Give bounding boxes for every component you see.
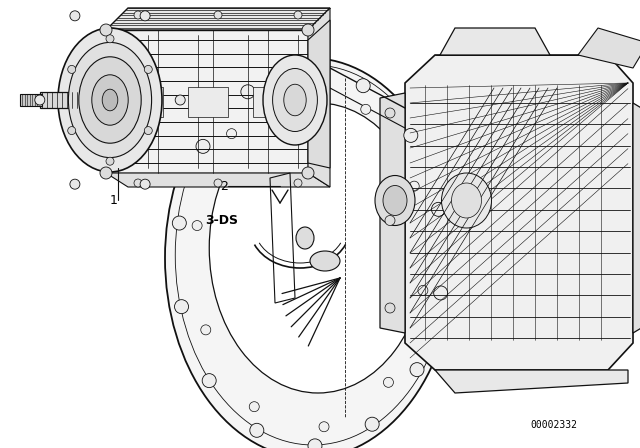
Polygon shape	[633, 103, 640, 333]
Circle shape	[385, 303, 395, 313]
Circle shape	[192, 220, 202, 231]
Circle shape	[294, 11, 302, 19]
Circle shape	[70, 179, 80, 189]
Circle shape	[383, 377, 394, 388]
Circle shape	[302, 24, 314, 36]
Circle shape	[106, 157, 114, 165]
Circle shape	[134, 11, 142, 19]
Circle shape	[144, 65, 152, 73]
Circle shape	[365, 417, 379, 431]
Polygon shape	[380, 93, 405, 333]
Polygon shape	[106, 30, 308, 173]
Ellipse shape	[79, 57, 141, 143]
Circle shape	[214, 11, 222, 19]
Circle shape	[434, 286, 448, 300]
Ellipse shape	[68, 43, 152, 158]
Circle shape	[385, 215, 395, 225]
Ellipse shape	[296, 227, 314, 249]
Text: 3-DS: 3-DS	[205, 214, 238, 227]
Circle shape	[298, 63, 312, 77]
Polygon shape	[405, 55, 633, 370]
Circle shape	[291, 84, 301, 94]
Circle shape	[361, 104, 371, 114]
Circle shape	[140, 179, 150, 189]
Circle shape	[134, 179, 142, 187]
Circle shape	[294, 179, 302, 187]
Ellipse shape	[310, 251, 340, 271]
Ellipse shape	[442, 173, 492, 228]
Ellipse shape	[383, 185, 407, 215]
Circle shape	[201, 325, 211, 335]
Bar	[253, 87, 293, 117]
Circle shape	[106, 35, 114, 43]
Polygon shape	[308, 20, 330, 168]
Polygon shape	[106, 173, 330, 187]
Polygon shape	[578, 28, 640, 68]
Ellipse shape	[165, 58, 455, 448]
Circle shape	[250, 423, 264, 437]
Ellipse shape	[273, 69, 317, 132]
Circle shape	[308, 439, 322, 448]
Circle shape	[410, 362, 424, 377]
Circle shape	[249, 402, 259, 412]
Circle shape	[35, 95, 45, 105]
Circle shape	[140, 11, 150, 21]
Ellipse shape	[102, 89, 118, 111]
Circle shape	[356, 79, 370, 93]
Circle shape	[68, 127, 76, 134]
Circle shape	[202, 374, 216, 388]
Circle shape	[196, 139, 210, 153]
Bar	[123, 87, 163, 117]
Polygon shape	[308, 8, 330, 187]
Circle shape	[175, 95, 185, 105]
Bar	[20, 94, 42, 106]
Ellipse shape	[58, 28, 162, 172]
Circle shape	[404, 129, 418, 142]
Circle shape	[175, 300, 189, 314]
Ellipse shape	[209, 103, 427, 393]
Circle shape	[418, 285, 428, 295]
Bar	[188, 87, 228, 117]
Circle shape	[100, 167, 112, 179]
Circle shape	[241, 85, 255, 99]
Ellipse shape	[92, 75, 128, 125]
Polygon shape	[435, 370, 628, 393]
Polygon shape	[106, 8, 330, 30]
Text: 00002332: 00002332	[530, 420, 577, 430]
Circle shape	[100, 24, 112, 36]
Circle shape	[409, 181, 419, 191]
Ellipse shape	[375, 176, 415, 225]
Circle shape	[431, 202, 445, 216]
Text: 1: 1	[110, 194, 118, 207]
Circle shape	[68, 65, 76, 73]
Circle shape	[70, 11, 80, 21]
Circle shape	[385, 108, 395, 118]
Polygon shape	[440, 28, 550, 55]
Text: 2: 2	[220, 180, 228, 193]
Circle shape	[227, 129, 237, 139]
Circle shape	[302, 167, 314, 179]
Circle shape	[319, 422, 329, 432]
Circle shape	[214, 179, 222, 187]
Circle shape	[144, 127, 152, 134]
Ellipse shape	[451, 183, 481, 218]
Bar	[40, 92, 85, 108]
Circle shape	[172, 216, 186, 230]
Ellipse shape	[284, 84, 306, 116]
Ellipse shape	[263, 55, 327, 145]
